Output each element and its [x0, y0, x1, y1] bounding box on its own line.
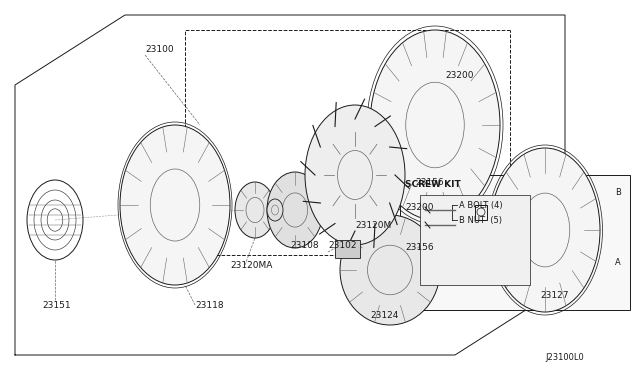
Ellipse shape — [267, 172, 323, 248]
Text: 23200: 23200 — [445, 71, 474, 80]
Text: 23108: 23108 — [290, 241, 319, 250]
Text: 23120M: 23120M — [355, 221, 391, 230]
Text: 23102: 23102 — [328, 241, 356, 250]
Text: 23151: 23151 — [42, 301, 70, 310]
Ellipse shape — [267, 199, 283, 221]
Text: A BOLT (4): A BOLT (4) — [459, 201, 502, 210]
Bar — [400, 175, 630, 310]
Text: J23100L0: J23100L0 — [545, 353, 584, 362]
Ellipse shape — [235, 182, 275, 238]
Text: 23156: 23156 — [405, 243, 434, 252]
Text: 23200: 23200 — [405, 203, 433, 212]
Ellipse shape — [120, 125, 230, 285]
Text: 23127: 23127 — [540, 291, 568, 300]
Text: B NUT  (5): B NUT (5) — [459, 216, 502, 225]
Ellipse shape — [490, 148, 600, 312]
Text: 23124: 23124 — [370, 311, 398, 320]
Ellipse shape — [305, 105, 405, 245]
Text: 23118: 23118 — [195, 301, 223, 310]
Text: A: A — [615, 258, 621, 267]
Text: 23120MA: 23120MA — [230, 261, 273, 270]
Ellipse shape — [370, 30, 500, 220]
Bar — [420, 195, 530, 285]
Text: B: B — [615, 188, 621, 197]
Bar — [475, 205, 487, 220]
Text: 23100: 23100 — [145, 45, 173, 54]
Text: 23156: 23156 — [415, 178, 444, 187]
Text: SCREW KIT: SCREW KIT — [405, 180, 461, 189]
Ellipse shape — [340, 215, 440, 325]
Bar — [335, 240, 360, 258]
